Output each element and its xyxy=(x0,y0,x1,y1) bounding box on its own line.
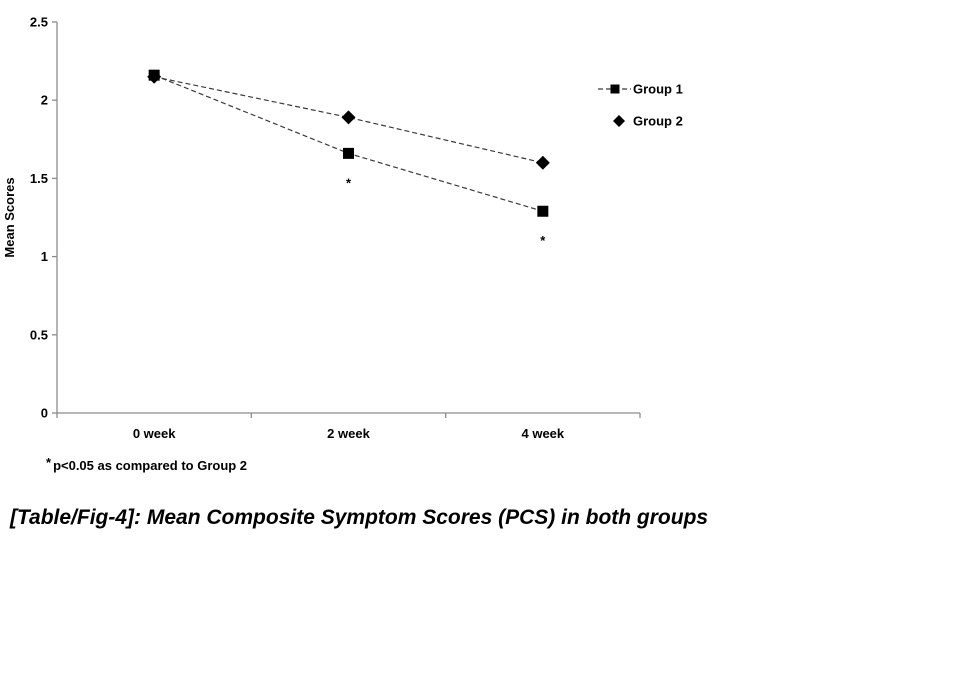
footnote-asterisk: * xyxy=(46,455,52,470)
square-marker xyxy=(148,69,160,81)
y-tick-label: 1.5 xyxy=(30,171,48,186)
legend-diamond-marker xyxy=(613,115,625,127)
y-tick-label: 2.5 xyxy=(30,15,48,30)
significance-asterisk: * xyxy=(346,175,352,190)
y-tick-label: 2 xyxy=(41,93,48,108)
series-line-group-1 xyxy=(153,74,544,212)
x-category-label: 0 week xyxy=(133,426,176,441)
footnote-text: p<0.05 as compared to Group 2 xyxy=(53,458,248,473)
legend-label: Group 1 xyxy=(633,82,683,97)
x-category-label: 2 week xyxy=(327,426,370,441)
chart-canvas: 0 0.5 1 1.5 2 2.5 0 week 2 week 4 week Mean Score… xyxy=(2,15,683,442)
y-tick-label: 1 xyxy=(41,249,48,264)
x-category-label: 4 week xyxy=(522,426,565,441)
diamond-marker xyxy=(535,155,550,170)
legend-square-marker xyxy=(610,84,620,94)
y-axis-title: Mean Scores xyxy=(2,177,17,257)
y-tick-label: 0 xyxy=(41,406,48,421)
diamond-marker xyxy=(341,110,356,125)
mean-scores-line-chart: 0 0.5 1 1.5 2 2.5 0 week 2 week 4 week Mean Score… xyxy=(2,15,683,442)
significance-footnote: * p<0.05 as compared to Group 2 xyxy=(46,455,248,473)
figure-caption: [Table/Fig-4]: Mean Composite Symptom Sc… xyxy=(10,506,709,529)
y-tick-label: 0.5 xyxy=(30,327,48,342)
square-marker xyxy=(343,147,354,159)
significance-asterisk: * xyxy=(540,233,546,248)
series-line-group-2 xyxy=(154,76,543,164)
square-marker xyxy=(537,205,549,217)
legend-label: Group 2 xyxy=(633,114,683,129)
